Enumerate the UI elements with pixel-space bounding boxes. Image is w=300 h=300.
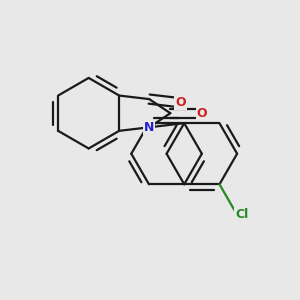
Text: O: O: [197, 107, 207, 120]
Text: O: O: [176, 96, 186, 109]
Text: N: N: [144, 121, 154, 134]
Text: Cl: Cl: [235, 208, 248, 221]
